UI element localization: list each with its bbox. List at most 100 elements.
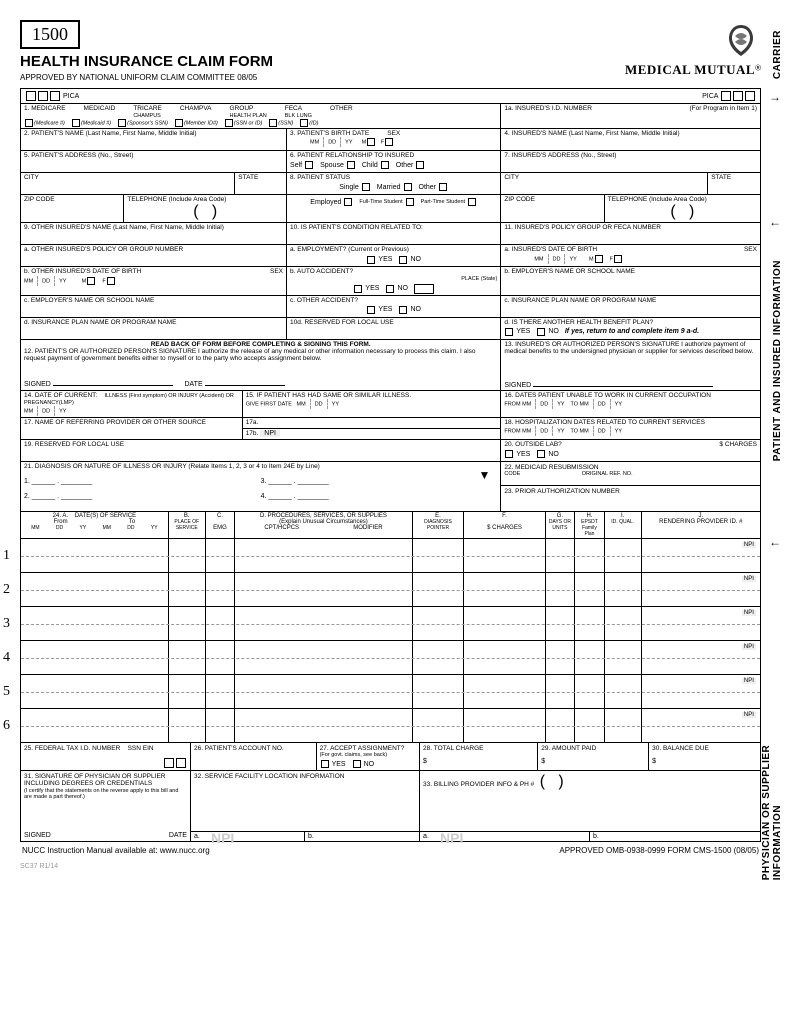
pica-right: PICA	[702, 93, 718, 100]
box10d-label: 10d. RESERVED FOR LOCAL USE	[290, 319, 497, 326]
cb-emp[interactable]	[344, 198, 352, 206]
pica-box-l3[interactable]	[50, 91, 60, 101]
date12[interactable]	[205, 376, 285, 386]
mm: MM	[310, 140, 319, 146]
cb-20y[interactable]	[505, 450, 513, 458]
box3-label: 3. PATIENT'S BIRTH DATE	[290, 130, 369, 137]
svc-num-3: 3	[3, 616, 10, 632]
approved-line: APPROVED BY NATIONAL UNIFORM CLAIM COMMI…	[20, 73, 273, 82]
sub-champus: CHAMPUS	[133, 113, 161, 119]
cb-f[interactable]	[385, 138, 393, 146]
cb-self[interactable]	[305, 161, 313, 169]
pica-box-r2[interactable]	[733, 91, 743, 101]
cb-m[interactable]	[367, 138, 375, 146]
service-row-6[interactable]: 6 NPI	[21, 709, 760, 743]
33a: a.	[423, 833, 429, 840]
33b: b.	[593, 833, 599, 840]
cb-10b-n[interactable]	[386, 285, 394, 293]
box20-label: 20. OUTSIDE LAB?	[504, 441, 561, 448]
pica-box-l2[interactable]	[38, 91, 48, 101]
logo-icon	[721, 20, 761, 60]
rel-self: Self	[290, 162, 302, 169]
cb-medicaid[interactable]	[72, 119, 80, 127]
cb-champva[interactable]	[175, 119, 183, 127]
cb-27y[interactable]	[321, 760, 329, 768]
cb-9f[interactable]	[107, 277, 115, 285]
box9a-label: a. OTHER INSURED'S POLICY OR GROUP NUMBE…	[24, 246, 283, 253]
cb-11d-y[interactable]	[505, 328, 513, 336]
box25-label: 25. FEDERAL TAX I.D. NUMBER	[24, 745, 120, 752]
page-title: HEALTH INSURANCE CLAIM FORM	[20, 53, 273, 70]
cb-feca[interactable]	[269, 119, 277, 127]
pica-box-r1[interactable]	[721, 91, 731, 101]
cb-10c-y[interactable]	[367, 306, 375, 314]
pica-box-l1[interactable]	[26, 91, 36, 101]
service-row-4[interactable]: 4 NPI	[21, 641, 760, 675]
service-row-2[interactable]: 2 NPI	[21, 573, 760, 607]
cb-9m[interactable]	[87, 277, 95, 285]
cb-11f[interactable]	[614, 255, 622, 263]
cb-20n[interactable]	[537, 450, 545, 458]
cb-tricare[interactable]	[118, 119, 126, 127]
zip-i: ZIP CODE	[504, 196, 600, 203]
cb-pt[interactable]	[468, 198, 476, 206]
cb-ein[interactable]	[176, 758, 186, 768]
svc-num-2: 2	[3, 582, 10, 598]
sig13[interactable]	[533, 377, 713, 387]
box2-label: 2. PATIENT'S NAME (Last Name, First Name…	[24, 130, 283, 137]
box15-label: 15. IF PATIENT HAS HAD SAME OR SIMILAR I…	[246, 392, 411, 399]
id-member: (Member ID#)	[184, 121, 218, 127]
state-i: STATE	[711, 174, 757, 181]
npi-tag-5: NPI	[742, 678, 756, 684]
box11-label: 11. INSURED'S POLICY GROUP OR FECA NUMBE…	[504, 224, 757, 231]
cb-10b-y[interactable]	[354, 285, 362, 293]
cb-married[interactable]	[404, 183, 412, 191]
32b: b.	[308, 833, 314, 840]
service-row-1[interactable]: 1 NPI	[21, 539, 760, 573]
cb-10a-y[interactable]	[367, 256, 375, 264]
cb-11m[interactable]	[595, 255, 603, 263]
box5-label: 5. PATIENT'S ADDRESS (No., Street)	[24, 152, 283, 159]
cb-other6[interactable]	[416, 161, 424, 169]
cb-other8[interactable]	[439, 183, 447, 191]
box21-label: 21. DIAGNOSIS OR NATURE OF ILLNESS OR IN…	[24, 463, 497, 470]
cb-group[interactable]	[225, 119, 233, 127]
11a-sex: SEX	[744, 246, 757, 253]
25ein: EIN	[143, 745, 154, 752]
id-ssn2: (SSN)	[278, 121, 293, 127]
cb-single[interactable]	[362, 183, 370, 191]
21-3: 3.	[261, 478, 267, 485]
st-ft: Full-Time Student	[359, 199, 402, 205]
box27-label: 27. ACCEPT ASSIGNMENT?	[320, 745, 416, 752]
box31-label: 31. SIGNATURE OF PHYSICIAN OR SUPPLIER I…	[24, 773, 187, 787]
pica-box-r3[interactable]	[745, 91, 755, 101]
box18-label: 18. HOSPITALIZATION DATES RELATED TO CUR…	[504, 419, 757, 426]
cb-spouse[interactable]	[347, 161, 355, 169]
cb-11d-n[interactable]	[537, 328, 545, 336]
st-pt: Part-Time Student	[421, 199, 465, 205]
opt-champva: CHAMPVA	[180, 105, 212, 119]
rel-child: Child	[362, 162, 378, 169]
box26-label: 26. PATIENT'S ACCOUNT NO.	[194, 745, 313, 752]
box33-label: 33. BILLING PROVIDER INFO & PH #	[423, 781, 534, 788]
f: F	[381, 140, 384, 146]
cb-10a-n[interactable]	[399, 256, 407, 264]
box17npi: NPI	[260, 430, 280, 437]
service-row-3[interactable]: 3 NPI	[21, 607, 760, 641]
cb-medicare[interactable]	[25, 119, 33, 127]
st-single: Single	[339, 184, 358, 191]
sig12[interactable]	[53, 376, 173, 386]
cb-10c-n[interactable]	[399, 306, 407, 314]
cb-27n[interactable]	[353, 760, 361, 768]
21-4: 4.	[261, 493, 267, 500]
cb-other[interactable]	[300, 119, 308, 127]
opt-feca: FECA	[285, 105, 302, 112]
cb-ssn[interactable]	[164, 758, 174, 768]
28d: $	[423, 758, 534, 765]
cb-ft[interactable]	[406, 198, 414, 206]
opt-medicare: MEDICARE	[31, 105, 65, 119]
service-row-5[interactable]: 5 NPI	[21, 675, 760, 709]
place-state-input[interactable]	[414, 284, 434, 294]
cb-child[interactable]	[381, 161, 389, 169]
box30-label: 30. BALANCE DUE	[652, 745, 757, 752]
